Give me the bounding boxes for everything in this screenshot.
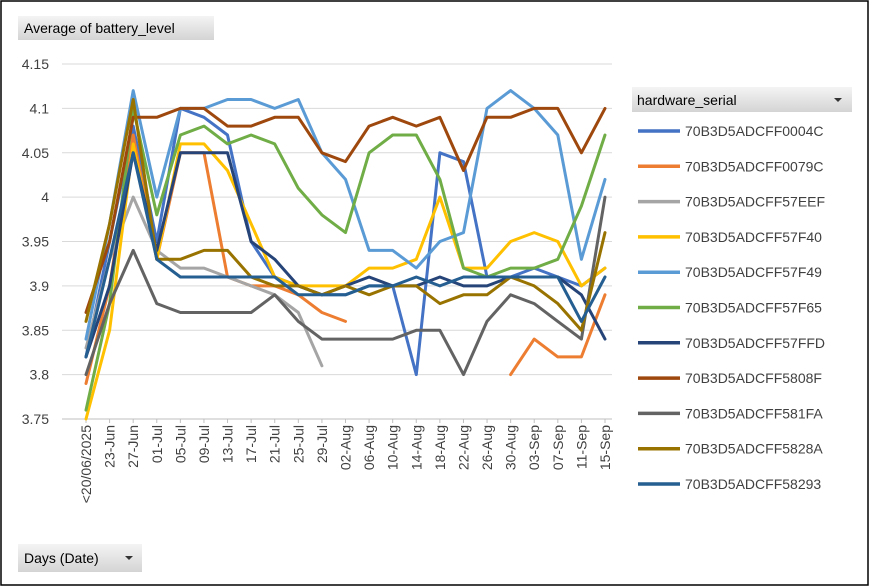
legend-label: 70B3D5ADCFF57EEF	[685, 194, 825, 210]
x-tick-label: 17-Jul	[243, 425, 259, 463]
x-tick-label: 07-Sep	[550, 425, 566, 470]
x-tick-label: 30-Aug	[503, 425, 519, 470]
value-field-label: Average of battery_level	[24, 20, 175, 36]
series-line	[84, 106, 607, 412]
legend-title: hardware_serial	[637, 92, 737, 108]
legend-label: 70B3D5ADCFF57FFD	[685, 335, 825, 351]
series-line	[84, 98, 607, 332]
legend-label: 70B3D5ADCFF57F40	[685, 229, 822, 245]
legend-label: 70B3D5ADCFF0079C	[685, 158, 824, 174]
x-tick-label: 21-Jul	[267, 425, 283, 463]
x-tick-label: 26-Aug	[479, 425, 495, 470]
x-tick-label: 05-Jul	[172, 425, 188, 463]
series-line	[84, 195, 607, 377]
x-tick-label: 01-Jul	[149, 425, 165, 463]
y-tick-label: 4.1	[30, 100, 50, 116]
x-tick-label: 14-Aug	[408, 425, 424, 470]
y-tick-label: 4.05	[22, 145, 49, 161]
y-tick-label: 3.75	[22, 411, 49, 427]
series-line	[84, 151, 607, 359]
series-line	[509, 293, 607, 377]
series-line	[84, 89, 607, 341]
dropdown-arrow	[125, 556, 133, 560]
x-tick-label: 13-Jul	[220, 425, 236, 463]
y-tick-label: 3.95	[22, 234, 49, 250]
legend-label: 70B3D5ADCFF58293	[685, 476, 821, 492]
y-tick-label: 4	[41, 189, 49, 205]
y-tick-label: 3.85	[22, 322, 49, 338]
legend-label: 70B3D5ADCFF581FA	[685, 405, 823, 421]
x-tick-label: 09-Jul	[196, 425, 212, 463]
x-tick-label: 22-Aug	[455, 425, 471, 470]
x-tick-label: 11-Sep	[573, 425, 589, 469]
legend-label: 70B3D5ADCFF0004C	[685, 123, 824, 139]
x-tick-label: 25-Jul	[290, 425, 306, 463]
x-tick-label: 23-Jun	[102, 425, 118, 468]
axis-field-button[interactable]	[18, 544, 142, 572]
x-tick-label: 03-Sep	[526, 425, 542, 470]
legend-label: 70B3D5ADCFF57F65	[685, 300, 822, 316]
x-tick-label: 29-Jul	[314, 425, 330, 463]
legend-label: 70B3D5ADCFF57F49	[685, 264, 822, 280]
series-line	[84, 133, 347, 385]
x-tick-label: 27-Jun	[125, 425, 141, 468]
x-tick-label: 15-Sep	[597, 425, 613, 470]
series-line	[84, 106, 607, 314]
x-tick-label: 10-Aug	[385, 425, 401, 470]
y-tick-label: 3.9	[30, 278, 50, 294]
x-tick-label: 18-Aug	[432, 425, 448, 470]
value-field-button[interactable]	[18, 16, 214, 40]
legend-label: 70B3D5ADCFF5808F	[685, 370, 822, 386]
legend-field-button[interactable]	[632, 87, 852, 112]
y-tick-label: 3.8	[30, 367, 50, 383]
y-tick-label: 4.15	[22, 56, 49, 72]
x-tick-label: 06-Aug	[361, 425, 377, 470]
x-tick-label: <20/06/2025	[78, 425, 94, 503]
axis-field-label: Days (Date)	[24, 550, 99, 566]
x-tick-label: 02-Aug	[338, 425, 354, 470]
dropdown-arrow	[834, 98, 842, 102]
legend-label: 70B3D5ADCFF5828A	[685, 441, 823, 457]
